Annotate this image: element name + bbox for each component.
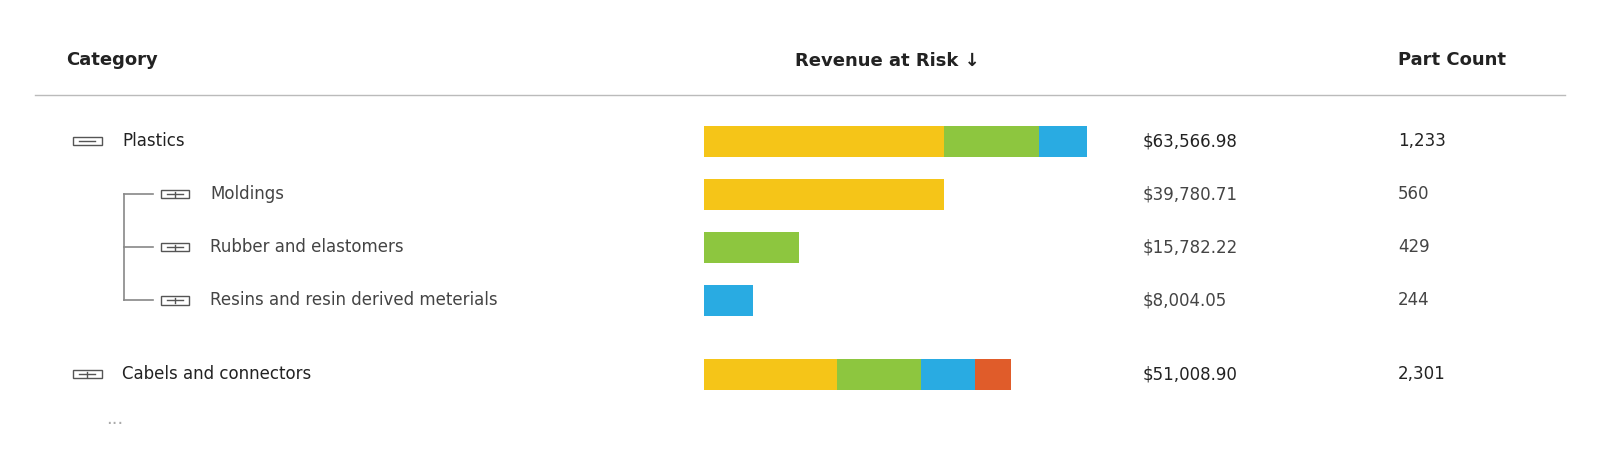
FancyBboxPatch shape <box>160 296 189 304</box>
Text: 429: 429 <box>1398 238 1429 256</box>
Text: $63,566.98: $63,566.98 <box>1142 132 1238 150</box>
FancyBboxPatch shape <box>922 359 976 390</box>
FancyBboxPatch shape <box>704 285 752 316</box>
Text: $15,782.22: $15,782.22 <box>1142 238 1238 256</box>
Text: Resins and resin derived meterials: Resins and resin derived meterials <box>210 291 498 310</box>
Text: Cabels and connectors: Cabels and connectors <box>122 365 312 383</box>
Text: Moldings: Moldings <box>210 185 285 203</box>
Text: Rubber and elastomers: Rubber and elastomers <box>210 238 403 256</box>
Text: 560: 560 <box>1398 185 1429 203</box>
Text: 1,233: 1,233 <box>1398 132 1446 150</box>
FancyBboxPatch shape <box>74 370 102 378</box>
FancyBboxPatch shape <box>704 178 944 210</box>
FancyBboxPatch shape <box>74 137 102 145</box>
Text: Part Count: Part Count <box>1398 51 1506 70</box>
Text: Category: Category <box>67 51 158 70</box>
FancyBboxPatch shape <box>160 190 189 198</box>
Text: $8,004.05: $8,004.05 <box>1142 291 1227 310</box>
Text: $39,780.71: $39,780.71 <box>1142 185 1238 203</box>
Text: 2,301: 2,301 <box>1398 365 1446 383</box>
FancyBboxPatch shape <box>704 126 944 157</box>
FancyBboxPatch shape <box>976 359 1011 390</box>
Text: ...: ... <box>107 410 123 428</box>
Text: Revenue at Risk ↓: Revenue at Risk ↓ <box>795 51 981 70</box>
FancyBboxPatch shape <box>944 126 1038 157</box>
FancyBboxPatch shape <box>704 232 800 263</box>
Text: Plastics: Plastics <box>122 132 186 150</box>
FancyBboxPatch shape <box>1038 126 1086 157</box>
Text: $51,008.90: $51,008.90 <box>1142 365 1238 383</box>
FancyBboxPatch shape <box>837 359 922 390</box>
FancyBboxPatch shape <box>704 359 837 390</box>
FancyBboxPatch shape <box>160 243 189 252</box>
Text: 244: 244 <box>1398 291 1429 310</box>
